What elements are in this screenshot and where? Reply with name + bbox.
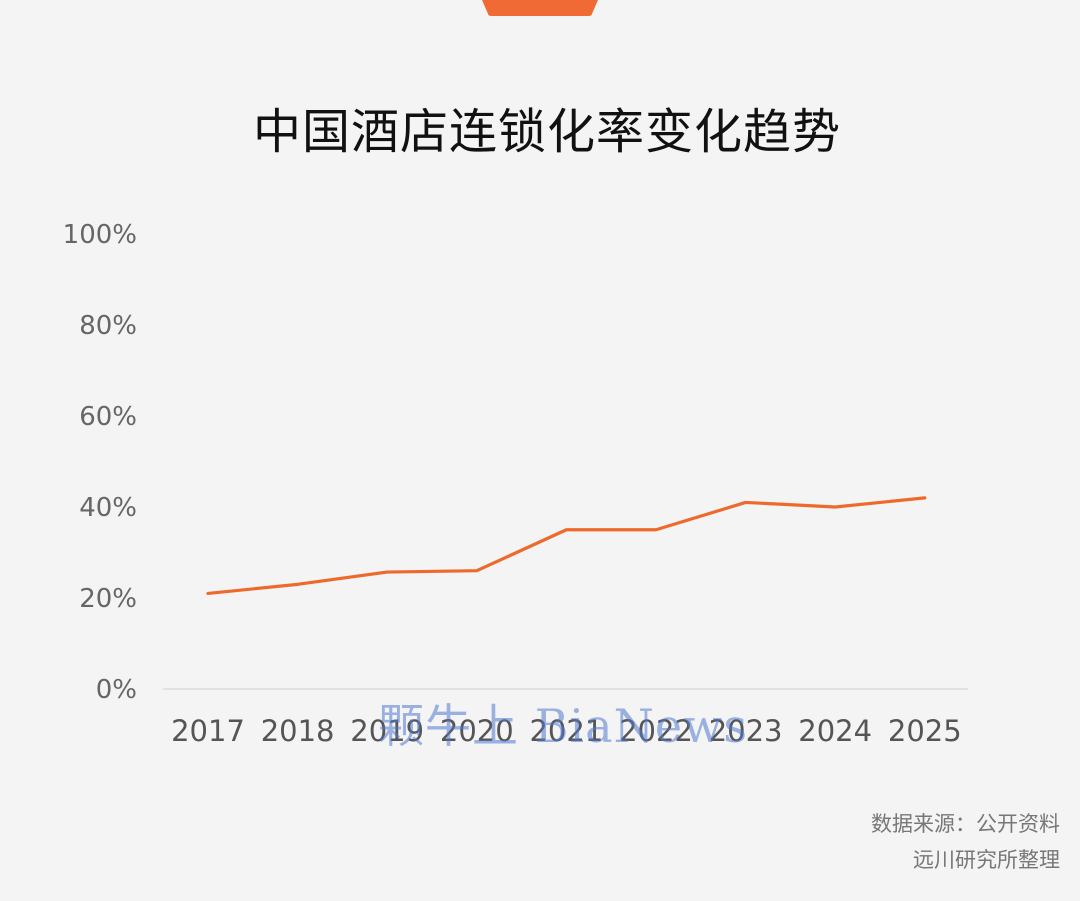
series-line — [206, 496, 927, 596]
x-tick-label: 2018 — [261, 714, 335, 748]
source-line: 数据来源：公开资料 — [871, 812, 1060, 836]
y-tick-label: 0% — [96, 675, 137, 705]
y-tick-label: 20% — [79, 584, 137, 614]
source-credit: 远川研究所整理 — [913, 848, 1060, 872]
y-tick-label: 80% — [79, 311, 137, 341]
chart-title: 中国酒店连锁化率变化趋势 — [252, 104, 841, 160]
x-tick-label: 2021 — [529, 714, 603, 748]
y-tick-label: 100% — [63, 220, 137, 250]
x-tick-label: 2020 — [440, 714, 514, 748]
x-axis: 2017 2018 2019 2020 2021 2022 2023 2024 2025 — [171, 714, 962, 748]
header-accent-tab — [482, 0, 598, 16]
x-tick-label: 2017 — [171, 714, 245, 748]
x-tick-label: 2019 — [350, 714, 424, 748]
series-group — [206, 496, 927, 596]
y-tick-label: 60% — [79, 402, 137, 432]
x-tick-label: 2024 — [798, 714, 872, 748]
x-tick-label: 2025 — [888, 714, 962, 748]
y-tick-label: 40% — [79, 493, 137, 523]
y-axis: 0% 20% 40% 60% 80% 100% — [63, 220, 137, 705]
source-note: 数据来源：公开资料 远川研究所整理 — [871, 806, 1060, 878]
x-tick-label: 2023 — [709, 714, 783, 748]
x-tick-label: 2022 — [619, 714, 693, 748]
